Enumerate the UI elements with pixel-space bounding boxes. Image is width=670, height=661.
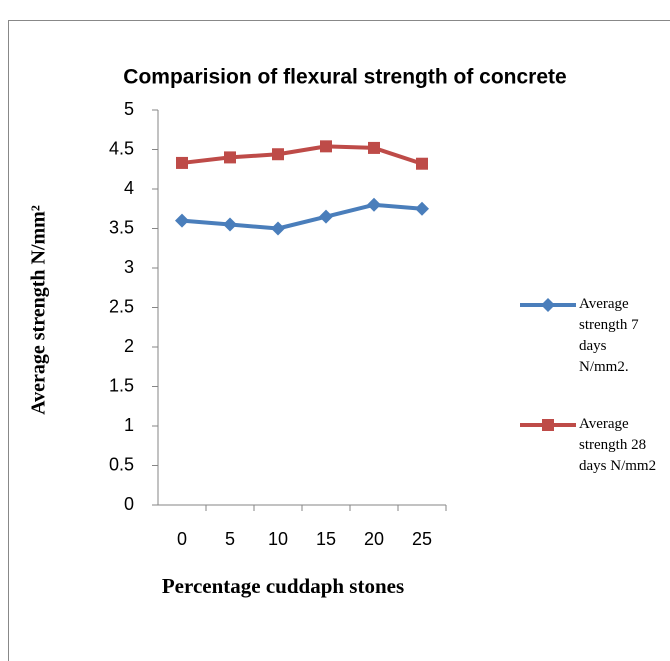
y-tick-label: 3.5 — [109, 217, 134, 237]
y-tick-label: 2.5 — [109, 296, 134, 316]
series-line — [181, 144, 423, 166]
marker — [223, 217, 237, 232]
marker — [272, 148, 284, 161]
marker — [319, 209, 333, 224]
y-tick-label: 4 — [124, 178, 134, 198]
y-tick-label: 0.5 — [109, 454, 134, 474]
chart-title: Comparision of flexural strength of conc… — [123, 66, 566, 89]
legend-label: Average strength 28 days N/mm2 — [579, 416, 657, 474]
y-tick-label: 4.5 — [109, 138, 134, 158]
x-tick-label: 5 — [225, 529, 235, 549]
y-tick-label: 5 — [124, 99, 134, 119]
marker — [368, 141, 380, 154]
x-tick-label: 15 — [316, 529, 336, 549]
marker — [271, 221, 285, 236]
frame — [8, 20, 670, 661]
marker — [367, 197, 381, 212]
marker — [416, 157, 428, 170]
y-tick-label: 2 — [124, 336, 134, 356]
marker — [176, 156, 188, 169]
marker — [415, 201, 429, 216]
x-tick-label: 25 — [412, 529, 432, 549]
y-tick-label: 0 — [124, 494, 134, 514]
series-line — [181, 202, 423, 231]
y-tick-label: 1.5 — [109, 375, 134, 395]
marker — [224, 151, 236, 164]
marker — [541, 298, 555, 312]
marker — [542, 419, 554, 431]
marker — [175, 213, 189, 228]
x-tick-label: 0 — [177, 529, 187, 549]
x-tick-label: 10 — [268, 529, 288, 549]
legend-label: Average strength 7 days N/mm2. — [579, 296, 639, 375]
marker — [320, 140, 332, 153]
y-tick-label: 3 — [124, 257, 134, 277]
y-tick-label: 1 — [124, 415, 134, 435]
y-axis-label: Average strength N/mm² — [28, 205, 50, 415]
x-tick-label: 20 — [364, 529, 384, 549]
x-axis-label: Percentage cuddaph stones — [162, 574, 404, 598]
